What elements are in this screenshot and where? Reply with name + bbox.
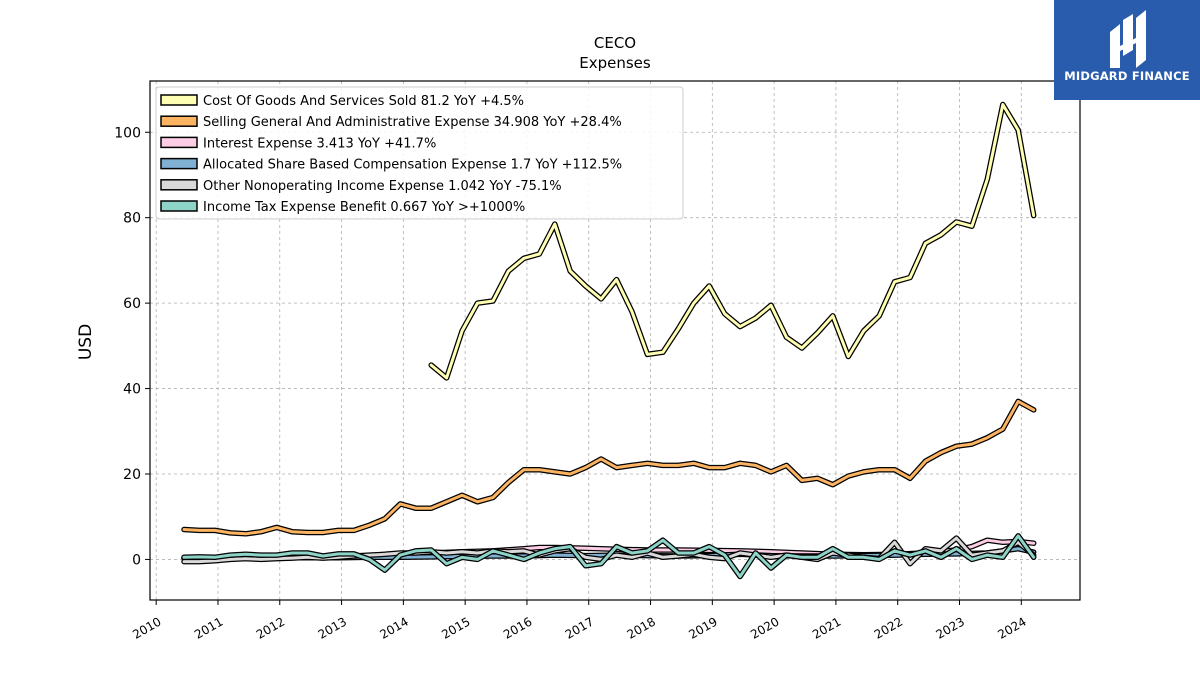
x-tick-label: 2021 [810,614,843,641]
x-tick-label: 2013 [316,614,349,641]
y-tick-label: 60 [123,296,141,312]
cogs-series-line [429,103,1036,380]
legend-swatch [160,136,198,149]
legend-label: Selling General And Administrative Expen… [203,115,622,130]
legend-label: Other Nonoperating Income Expense 1.042 … [203,179,562,194]
chart-title: CECO [594,34,636,52]
legend-swatch [160,179,198,191]
legend-box [155,86,684,220]
x-tick-label: 2024 [995,614,1028,641]
plot-frame [149,80,1081,601]
legend-label: Allocated Share Based Compensation Expen… [203,158,622,173]
y-tick-label: 100 [114,125,141,141]
legend-label: Cost Of Goods And Services Sold 81.2 YoY… [203,94,524,109]
chart-subtitle: Expenses [579,54,651,72]
x-tick-label: 2015 [439,614,472,641]
legend-label: Interest Expense 3.413 YoY +41.7% [203,136,436,151]
x-tick-label: 2022 [872,614,905,641]
x-tick-label: 2019 [686,614,719,641]
y-tick-label: 20 [123,467,141,483]
x-tick-label: 2010 [130,614,163,641]
y-tick-label: 40 [123,382,141,398]
x-tick-label: 2011 [192,614,225,641]
logo-text: MIDGARD FINANCE [1064,69,1190,83]
x-tick-label: 2020 [748,614,781,641]
logo-mark-icon [1110,10,1146,68]
y-tick-label: 0 [132,552,141,568]
tax-series-line [182,534,1036,578]
legend-label: Income Tax Expense Benefit 0.667 YoY >+1… [203,200,525,215]
y-axis-label: USD [76,324,96,360]
sga-series-line [182,399,1036,536]
y-tick-label: 80 [123,211,141,227]
x-tick-label: 2017 [563,614,596,641]
sga-series-outline [181,398,1037,537]
x-tick-label: 2014 [377,614,410,641]
x-tick-label: 2012 [254,614,287,641]
legend-swatch [160,157,198,170]
midgard-finance-logo: MIDGARD FINANCE [1054,0,1200,100]
legend: Cost Of Goods And Services Sold 81.2 YoY… [155,86,684,220]
x-tick-label: 2023 [934,614,967,641]
legend-swatch [160,115,198,127]
legend-swatch [160,200,198,212]
x-tick-label: 2018 [625,614,658,641]
x-tick-label: 2016 [501,614,534,641]
legend-swatch [160,94,198,106]
series-layer [181,101,1037,580]
